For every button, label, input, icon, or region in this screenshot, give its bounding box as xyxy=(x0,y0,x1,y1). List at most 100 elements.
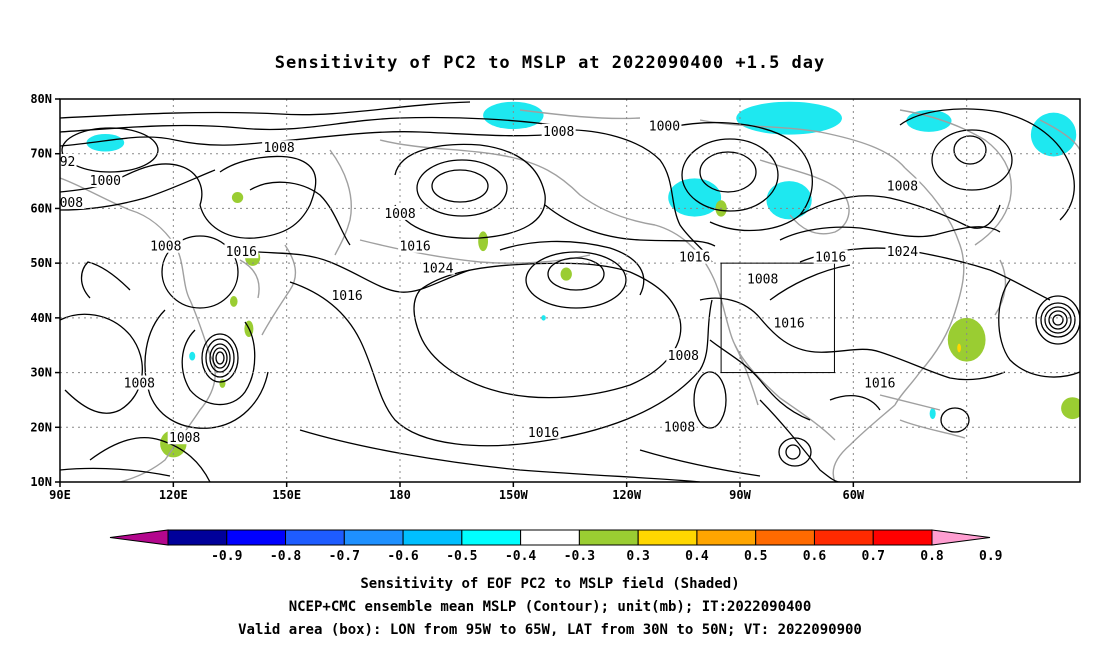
caption-line-2: NCEP+CMC ensemble mean MSLP (Contour); u… xyxy=(289,599,812,615)
x-tick-label: 120E xyxy=(159,488,188,502)
colorbar-segment xyxy=(343,529,404,546)
y-tick-label: 40N xyxy=(30,311,52,325)
contour-label-background xyxy=(541,123,576,138)
colorbar-label: 0.7 xyxy=(861,549,884,564)
contour-label-background xyxy=(60,153,77,168)
cyan-sensitivity-patch xyxy=(766,181,812,220)
contour-label-background xyxy=(677,249,712,264)
valid-area-box xyxy=(720,262,835,374)
contour-label-background xyxy=(88,173,123,188)
cyan-sensitivity-patch xyxy=(736,101,842,135)
colorbar-segment xyxy=(167,529,228,546)
contour-label: 1016 xyxy=(226,245,257,260)
colorbar-label: -0.5 xyxy=(446,549,477,564)
contour-label-background xyxy=(167,430,202,445)
y-tick-label: 70N xyxy=(30,147,52,161)
y-tick-label: 60N xyxy=(30,201,52,215)
contour-label: 008 xyxy=(60,196,83,211)
colorbar-segment xyxy=(461,529,522,546)
y-tick-label: 30N xyxy=(30,366,52,380)
contour-label-background xyxy=(772,315,807,330)
cyan-sensitivity-patch xyxy=(1030,112,1077,157)
contour-label: 1024 xyxy=(422,262,453,277)
contour-label: 1016 xyxy=(679,251,710,266)
x-tick-label: 150E xyxy=(272,488,301,502)
colorbar-segment xyxy=(637,529,698,546)
colorbar-segment xyxy=(520,529,580,546)
contour-label: 1008 xyxy=(664,420,695,435)
coastlines xyxy=(60,109,1080,482)
contour-label-background xyxy=(662,419,697,434)
green-sensitivity-patch xyxy=(230,295,238,307)
contour-label-background xyxy=(122,375,157,390)
contour-label: 1016 xyxy=(528,426,559,441)
green-sensitivity-patch xyxy=(219,379,226,388)
x-tick-label: 90E xyxy=(49,488,71,502)
contour-label: 1008 xyxy=(124,377,155,392)
colorbar-label: -0.7 xyxy=(329,549,360,564)
chart-title: Sensitivity of PC2 to MSLP at 2022090400… xyxy=(275,53,826,73)
contour-label: 1008 xyxy=(384,207,415,222)
colorbar-extend-low xyxy=(109,529,169,546)
colorbar-label: 0.3 xyxy=(626,549,649,564)
green-sensitivity-patch xyxy=(478,231,489,252)
colorbar-label: 0.4 xyxy=(685,549,709,564)
colorbar-label: -0.9 xyxy=(211,549,242,564)
contour-label: 1008 xyxy=(668,349,699,364)
contour-label-background xyxy=(420,260,455,275)
colorbar-label: 0.5 xyxy=(744,549,767,564)
contour-label-background xyxy=(262,140,297,155)
contour-label: 1016 xyxy=(331,289,362,304)
contour-label: 1016 xyxy=(864,377,895,392)
colorbar-segment xyxy=(696,529,757,546)
colorbar-segment xyxy=(402,529,463,546)
x-tick-label: 120W xyxy=(612,488,642,502)
contour-labels: 1008 1000 92 008 1008 1016 1008 1016 1024 1016 100… xyxy=(60,118,920,446)
colorbar-segment xyxy=(872,529,933,546)
colorbar-segment xyxy=(285,529,345,546)
x-tick-label: 60W xyxy=(842,488,864,502)
colorbar-extend-high xyxy=(931,529,991,546)
contour-label: 1016 xyxy=(399,240,430,255)
contour-label: 1008 xyxy=(150,240,181,255)
x-tick-label: 150W xyxy=(499,488,529,502)
x-tick-label: 90W xyxy=(729,488,751,502)
caption-line-3: Valid area (box): LON from 95W to 65W, L… xyxy=(238,622,862,638)
cyan-sensitivity-patch xyxy=(189,351,196,361)
plot-frame xyxy=(59,98,1081,483)
contour-label-background xyxy=(885,178,920,193)
contour-label-background xyxy=(862,375,897,390)
colorbar-label: 0.6 xyxy=(803,549,827,564)
x-tick-label: 180 xyxy=(389,488,411,502)
colorbar: -0.9 -0.8 -0.7 -0.6 -0.5 -0.4 -0.3 0.3 0.4 0.5 0.6… xyxy=(109,529,1003,564)
yellow-sensitivity-patch xyxy=(957,343,961,353)
contour-label-background xyxy=(60,194,85,209)
contour-label-background xyxy=(647,118,682,133)
contour-label: 1024 xyxy=(887,245,918,260)
contour-label: 1008 xyxy=(543,125,574,140)
contour-label: 1000 xyxy=(649,119,680,134)
contour-label: 1008 xyxy=(747,273,778,288)
cyan-sensitivity-patch xyxy=(541,315,546,321)
contour-label: 1008 xyxy=(887,180,918,195)
contour-label-background xyxy=(885,244,920,259)
colorbar-label: 0.8 xyxy=(920,549,944,564)
contour-label: 92 xyxy=(60,155,76,170)
contour-label: 1016 xyxy=(773,316,804,331)
colorbar-label: -0.4 xyxy=(505,549,536,564)
y-tick-label: 20N xyxy=(30,420,52,434)
y-tick-label: 80N xyxy=(30,92,52,106)
cyan-sensitivity-patch xyxy=(668,178,722,217)
colorbar-segment xyxy=(226,529,287,546)
y-tick-label: 10N xyxy=(30,475,52,489)
contour-label-background xyxy=(148,238,183,253)
contour-label: 1000 xyxy=(90,174,121,189)
contour-label-background xyxy=(398,238,433,253)
cyan-sensitivity-patch xyxy=(86,134,125,152)
contour-label-background xyxy=(813,249,848,264)
green-sensitivity-patch xyxy=(231,192,244,203)
contour-label-background xyxy=(745,271,780,286)
colorbar-segment xyxy=(755,529,815,546)
green-sensitivity-patch xyxy=(560,267,572,281)
contour-label: 1016 xyxy=(815,251,846,266)
